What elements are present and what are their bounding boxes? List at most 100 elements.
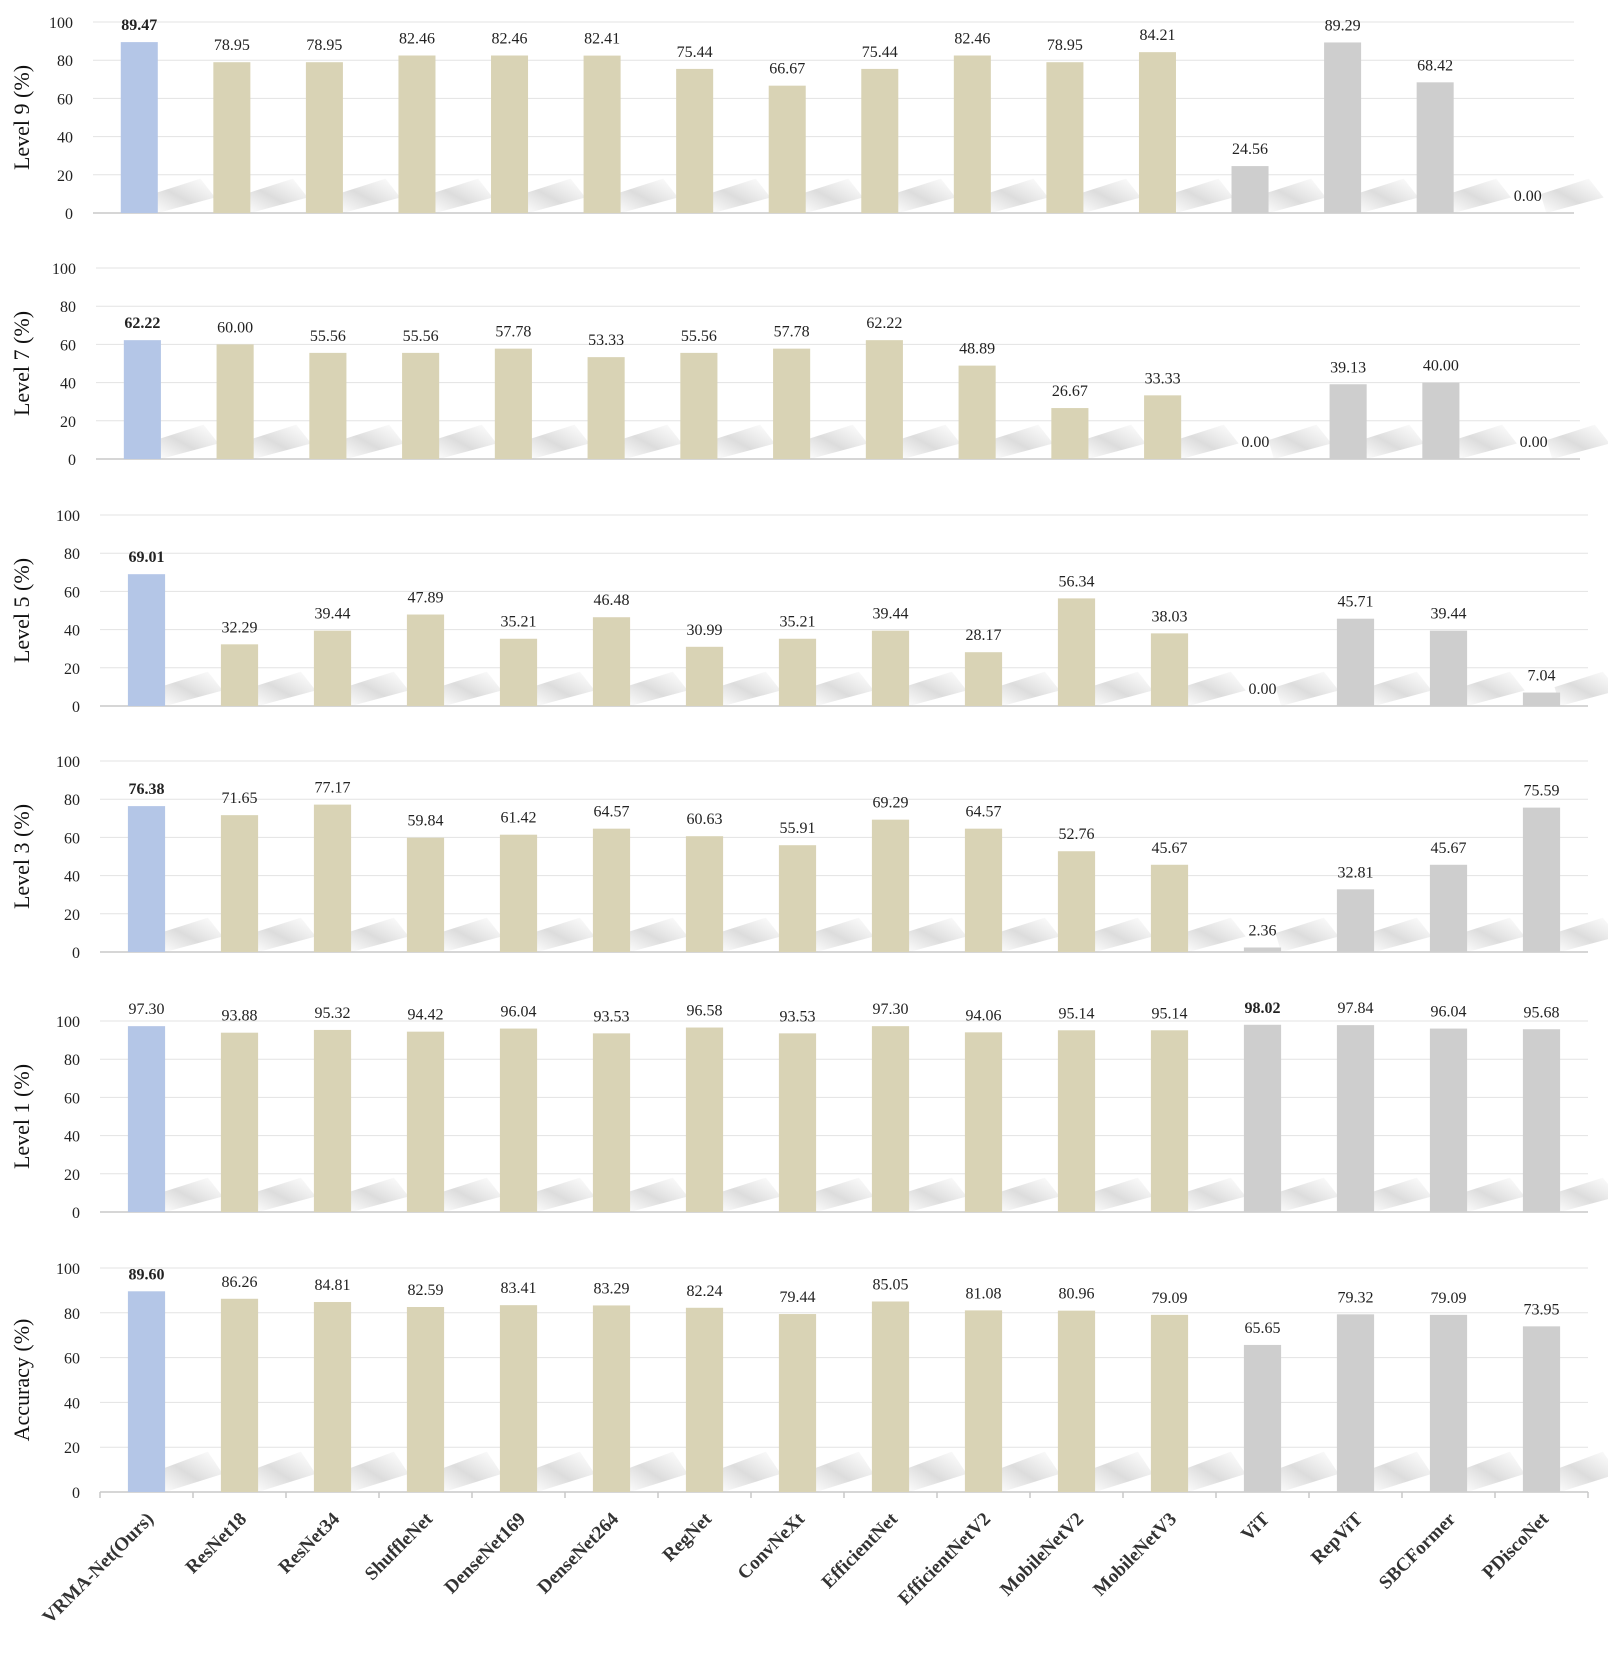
bar-sbcformer — [1429, 1314, 1468, 1492]
data-label: 24.56 — [1232, 141, 1268, 158]
bar-efficientnet — [871, 1301, 910, 1492]
bar-repvit — [1324, 42, 1362, 213]
data-label: 45.71 — [1338, 594, 1374, 611]
y-tick-label: 0 — [65, 206, 73, 223]
bar-shadow — [159, 1177, 223, 1212]
y-tick-label: 60 — [64, 1090, 80, 1107]
x-category-label: ViT — [1237, 1508, 1274, 1545]
bar-convnext — [778, 1033, 817, 1212]
bar-shadow — [152, 178, 216, 213]
data-label: 78.95 — [214, 37, 250, 54]
data-label: 55.56 — [310, 328, 346, 345]
data-label: 55.91 — [780, 820, 816, 837]
data-label: 95.14 — [1059, 1005, 1095, 1022]
bar-densenet264 — [592, 1033, 631, 1212]
x-category-label: EfficientNetV2 — [894, 1509, 995, 1610]
bar-shadow — [1461, 671, 1525, 706]
bar-shadow — [522, 178, 586, 213]
bar-shadow — [717, 917, 781, 952]
bar-repvit — [1336, 1025, 1375, 1212]
y-tick-label: 40 — [64, 869, 80, 886]
bar-shadow — [711, 424, 775, 459]
bar-resnet18 — [220, 815, 259, 952]
bar-shadow — [804, 424, 868, 459]
data-label: 93.53 — [780, 1008, 816, 1025]
bar-sbcformer — [1429, 864, 1468, 952]
bar-shadow — [1268, 424, 1332, 459]
data-label: 78.95 — [306, 37, 342, 54]
data-label: 98.02 — [1245, 1000, 1281, 1017]
data-label: 97.84 — [1338, 1000, 1374, 1017]
bar-sbcformer — [1416, 82, 1454, 213]
bar-resnet18 — [220, 644, 259, 706]
bar-shadow — [1448, 178, 1512, 213]
bar-densenet264 — [583, 55, 621, 214]
bar-shadow — [340, 424, 404, 459]
y-tick-label: 0 — [72, 1205, 80, 1222]
data-label: 95.68 — [1524, 1004, 1560, 1021]
bar-efficientnet — [871, 819, 910, 952]
bar-efficientnetv2 — [958, 365, 996, 459]
bar-shadow — [244, 178, 308, 213]
bar-shadow — [1461, 917, 1525, 952]
bar-densenet264 — [592, 828, 631, 952]
bar-regnet — [685, 836, 724, 952]
data-label: 71.65 — [222, 790, 258, 807]
data-label: 83.41 — [501, 1280, 537, 1297]
bar-mobilenetv3 — [1150, 1314, 1189, 1492]
bar-convnext — [778, 1314, 817, 1492]
bar-densenet169 — [499, 1305, 538, 1492]
bar-densenet169 — [494, 348, 532, 459]
bar-densenet264 — [592, 1305, 631, 1492]
bar-regnet — [676, 68, 714, 213]
bar-shadow — [1089, 1451, 1153, 1492]
data-label: 68.42 — [1417, 57, 1453, 74]
bar-shadow — [1554, 1451, 1608, 1492]
data-label: 47.89 — [408, 590, 444, 607]
data-label: 66.67 — [769, 61, 805, 78]
bar-shadow — [345, 1177, 409, 1212]
bar-regnet — [680, 352, 718, 459]
bar-shadow — [1355, 178, 1419, 213]
y-tick-label: 0 — [72, 1485, 80, 1502]
bar-resnet18 — [220, 1032, 259, 1212]
data-label: 73.95 — [1524, 1301, 1560, 1318]
bar-mobilenetv2 — [1057, 851, 1096, 952]
bar-shadow — [252, 671, 316, 706]
data-label: 39.44 — [1431, 606, 1467, 623]
x-category-label: DenseNet264 — [534, 1508, 624, 1598]
data-label: 79.32 — [1338, 1289, 1374, 1306]
y-tick-label: 60 — [57, 91, 73, 108]
data-label: 82.46 — [492, 31, 528, 48]
bar-resnet18 — [216, 344, 254, 459]
bar-shadow — [717, 1451, 781, 1492]
y-tick-label: 40 — [64, 623, 80, 640]
bar-resnet34 — [309, 352, 347, 459]
bar-vit — [1231, 166, 1269, 213]
bar-shadow — [903, 917, 967, 952]
data-label: 97.30 — [873, 1001, 909, 1018]
bar-shadow — [996, 917, 1060, 952]
bar-resnet34 — [313, 1029, 352, 1212]
data-label: 96.04 — [501, 1004, 537, 1021]
data-label: 80.96 — [1059, 1286, 1095, 1303]
data-label: 53.33 — [588, 332, 624, 349]
data-label: 77.17 — [315, 780, 351, 797]
y-tick-label: 80 — [64, 792, 80, 809]
bar-shadow — [531, 1451, 595, 1492]
y-tick-label: 80 — [64, 1052, 80, 1069]
bar-shadow — [159, 1451, 223, 1492]
x-category-label: ResNet18 — [182, 1509, 251, 1578]
data-label: 79.09 — [1152, 1290, 1188, 1307]
bar-shadow — [438, 671, 502, 706]
bar-shufflenet — [402, 352, 440, 459]
bar-shadow — [531, 1177, 595, 1212]
data-label: 84.81 — [315, 1277, 351, 1294]
bar-densenet169 — [491, 55, 529, 213]
bar-resnet18 — [213, 62, 251, 213]
data-label: 93.53 — [594, 1008, 630, 1025]
bar-shadow — [985, 178, 1049, 213]
y-tick-label: 100 — [56, 1261, 80, 1278]
data-label: 46.48 — [594, 592, 630, 609]
bar-vrma-net-ours- — [127, 574, 166, 706]
